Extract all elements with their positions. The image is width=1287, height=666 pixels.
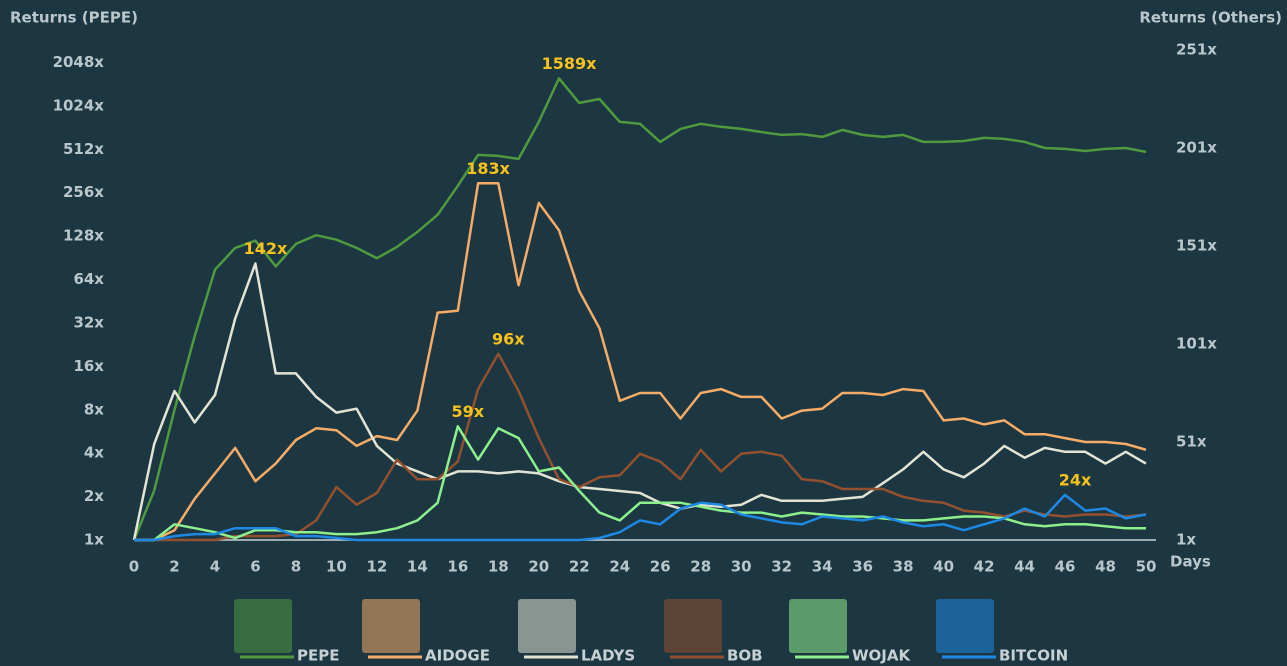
x-tick-label: 8 <box>291 558 301 576</box>
x-tick-label: 0 <box>129 558 139 576</box>
x-tick-label: 32 <box>771 558 792 576</box>
peak-label: 59x <box>452 402 485 421</box>
peak-label: 24x <box>1059 470 1092 489</box>
y-tick-label: 32x <box>73 313 104 331</box>
x-axis-title: Days <box>1170 553 1211 571</box>
y-tick-label: 256x <box>63 183 104 201</box>
x-tick-label: 42 <box>974 558 995 576</box>
y2-tick-label: 51x <box>1176 433 1207 451</box>
peak-label: 1589x <box>542 54 598 73</box>
x-tick-label: 46 <box>1055 558 1076 576</box>
x-tick-label: 6 <box>250 558 260 576</box>
legend-icon <box>664 599 722 653</box>
legend-icon <box>234 599 292 653</box>
series-line <box>132 77 1147 541</box>
legend-icon <box>518 599 576 653</box>
y2-tick-label: 101x <box>1176 335 1217 353</box>
x-tick-label: 10 <box>326 558 347 576</box>
peak-label: 96x <box>492 329 525 348</box>
x-tick-label: 44 <box>1014 558 1035 576</box>
y2-tick-label: 1x <box>1176 531 1196 549</box>
x-tick-label: 12 <box>366 558 387 576</box>
legend-label: BITCOIN <box>999 647 1068 665</box>
x-tick-label: 4 <box>210 558 220 576</box>
x-tick-label: 14 <box>407 558 428 576</box>
x-tick-label: 26 <box>650 558 671 576</box>
y-axis-title: Returns (PEPE) <box>10 9 138 27</box>
y-tick-label: 1x <box>84 531 104 549</box>
x-tick-label: 16 <box>447 558 468 576</box>
x-tick-label: 48 <box>1095 558 1116 576</box>
series-line <box>134 182 1147 542</box>
y2-tick-label: 151x <box>1176 237 1217 255</box>
x-tick-label: 20 <box>528 558 549 576</box>
x-tick-label: 36 <box>852 558 873 576</box>
legend-icon <box>789 599 847 653</box>
y-tick-label: 8x <box>84 400 104 418</box>
y-tick-label: 4x <box>84 444 104 462</box>
x-tick-label: 24 <box>609 558 630 576</box>
y-tick-label: 128x <box>63 227 104 245</box>
x-tick-label: 40 <box>933 558 954 576</box>
legend-icon <box>936 599 994 653</box>
y-tick-label: 512x <box>63 140 104 158</box>
y-tick-label: 1024x <box>53 96 105 114</box>
legend-label: AIDOGE <box>425 647 490 665</box>
x-tick-label: 38 <box>893 558 914 576</box>
series-line <box>134 425 1146 542</box>
y2-tick-label: 251x <box>1176 41 1217 59</box>
y-tick-label: 64x <box>73 270 104 288</box>
legend-label: BOB <box>727 647 763 665</box>
series-line <box>134 352 1147 542</box>
x-tick-label: 30 <box>731 558 752 576</box>
x-tick-label: 50 <box>1136 558 1157 576</box>
legend-label: PEPE <box>297 647 339 665</box>
y-tick-label: 16x <box>73 357 104 375</box>
x-tick-label: 18 <box>488 558 509 576</box>
y2-axis-title: Returns (Others) <box>1139 9 1282 27</box>
series-line <box>134 493 1147 542</box>
series-line <box>132 262 1147 541</box>
y-tick-label: 2x <box>84 487 104 505</box>
legend-label: WOJAK <box>852 647 911 665</box>
y2-tick-label: 201x <box>1176 139 1217 157</box>
x-tick-label: 34 <box>812 558 833 576</box>
x-tick-label: 22 <box>569 558 590 576</box>
legend-label: LADYS <box>581 647 635 665</box>
y-tick-label: 2048x <box>53 53 105 71</box>
peak-label: 142x <box>244 239 288 258</box>
x-tick-label: 2 <box>169 558 179 576</box>
legend-icon <box>362 599 420 653</box>
peak-label: 183x <box>466 159 510 178</box>
x-tick-label: 28 <box>690 558 711 576</box>
